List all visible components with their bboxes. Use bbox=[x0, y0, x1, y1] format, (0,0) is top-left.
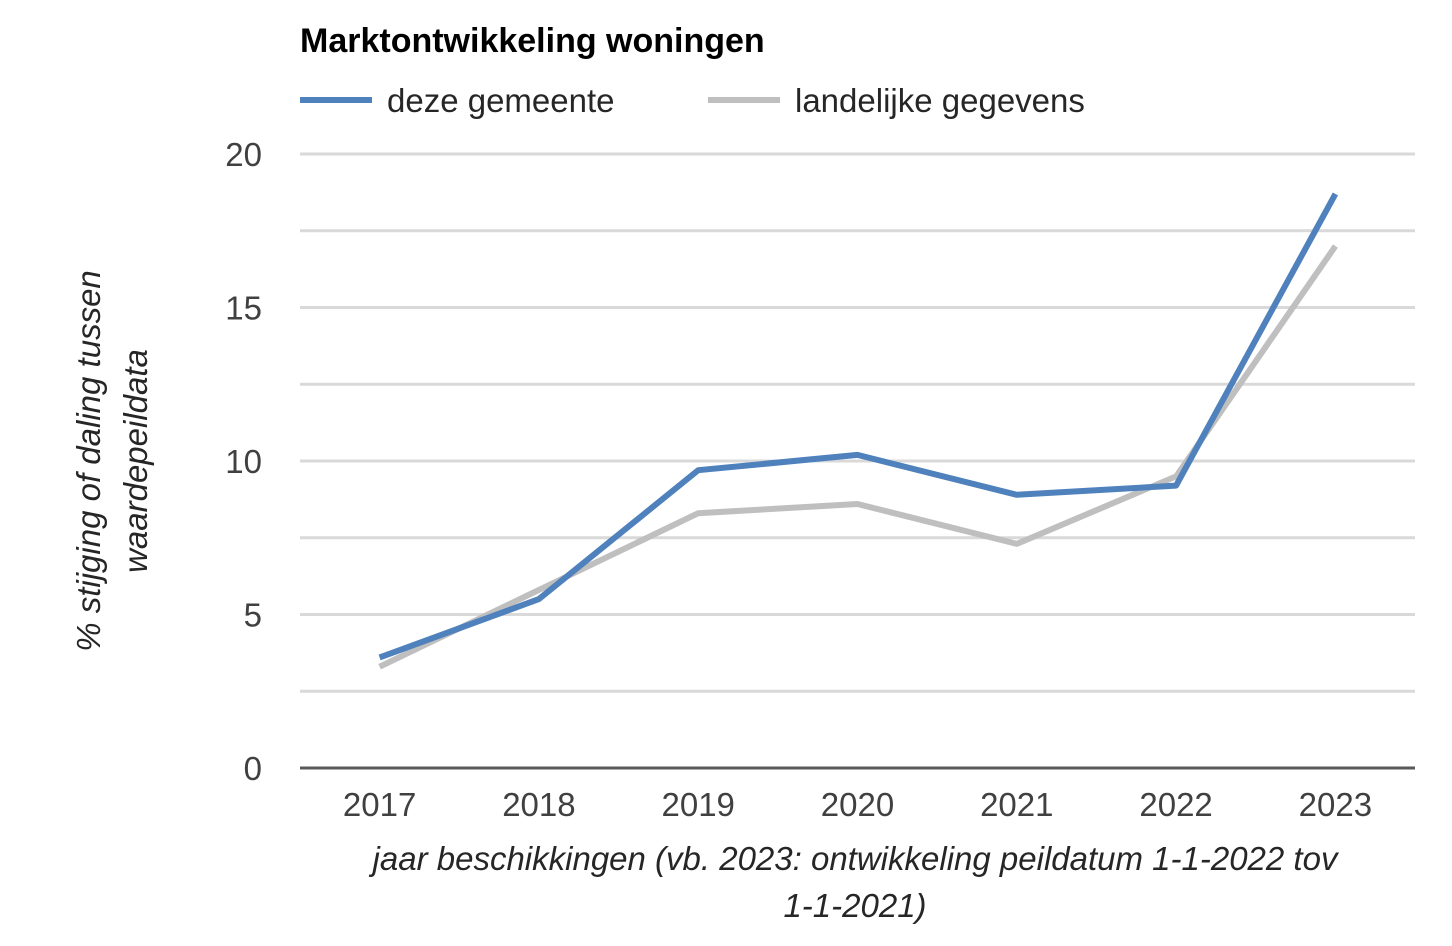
series-line-deze-gemeente bbox=[378, 192, 1339, 661]
gridlines bbox=[300, 152, 1415, 770]
x-axis-title-line-2: 1-1-2021) bbox=[783, 887, 926, 924]
chart-title: Marktontwikkeling woningen bbox=[300, 22, 765, 60]
series-lines bbox=[378, 192, 1339, 670]
x-tick-labels: 2017 2018 2019 2020 2021 2022 2023 bbox=[343, 786, 1372, 823]
x-tick-label: 2023 bbox=[1299, 786, 1372, 823]
x-tick-label: 2017 bbox=[343, 786, 416, 823]
x-axis-title: jaar beschikkingen (vb. 2023: ontwikkeli… bbox=[369, 840, 1340, 924]
legend-label-landelijke-gegevens: landelijke gegevens bbox=[795, 82, 1085, 119]
x-tick-label: 2022 bbox=[1139, 786, 1212, 823]
legend: deze gemeente landelijke gegevens bbox=[300, 82, 1085, 119]
y-axis-title: % stijging of daling tussen waardepeilda… bbox=[70, 270, 154, 652]
legend-item-landelijke-gegevens: landelijke gegevens bbox=[708, 82, 1085, 119]
series-line-landelijke-gegevens bbox=[378, 244, 1338, 670]
legend-item-deze-gemeente: deze gemeente bbox=[300, 82, 615, 119]
y-tick-label: 15 bbox=[225, 290, 262, 327]
x-tick-label: 2021 bbox=[980, 786, 1053, 823]
y-axis-title-line-2: waardepeildata bbox=[117, 349, 154, 573]
x-tick-label: 2018 bbox=[502, 786, 575, 823]
y-tick-labels: 0 5 10 15 20 bbox=[225, 136, 262, 787]
y-tick-label: 5 bbox=[244, 597, 262, 634]
y-axis-title-line-1: % stijging of daling tussen bbox=[70, 270, 107, 652]
x-axis-title-line-1: jaar beschikkingen (vb. 2023: ontwikkeli… bbox=[369, 840, 1340, 877]
legend-label-deze-gemeente: deze gemeente bbox=[387, 82, 615, 119]
x-tick-label: 2019 bbox=[662, 786, 735, 823]
x-tick-label: 2020 bbox=[821, 786, 894, 823]
y-tick-label: 0 bbox=[244, 750, 262, 787]
y-tick-label: 20 bbox=[225, 136, 262, 173]
y-tick-label: 10 bbox=[225, 443, 262, 480]
